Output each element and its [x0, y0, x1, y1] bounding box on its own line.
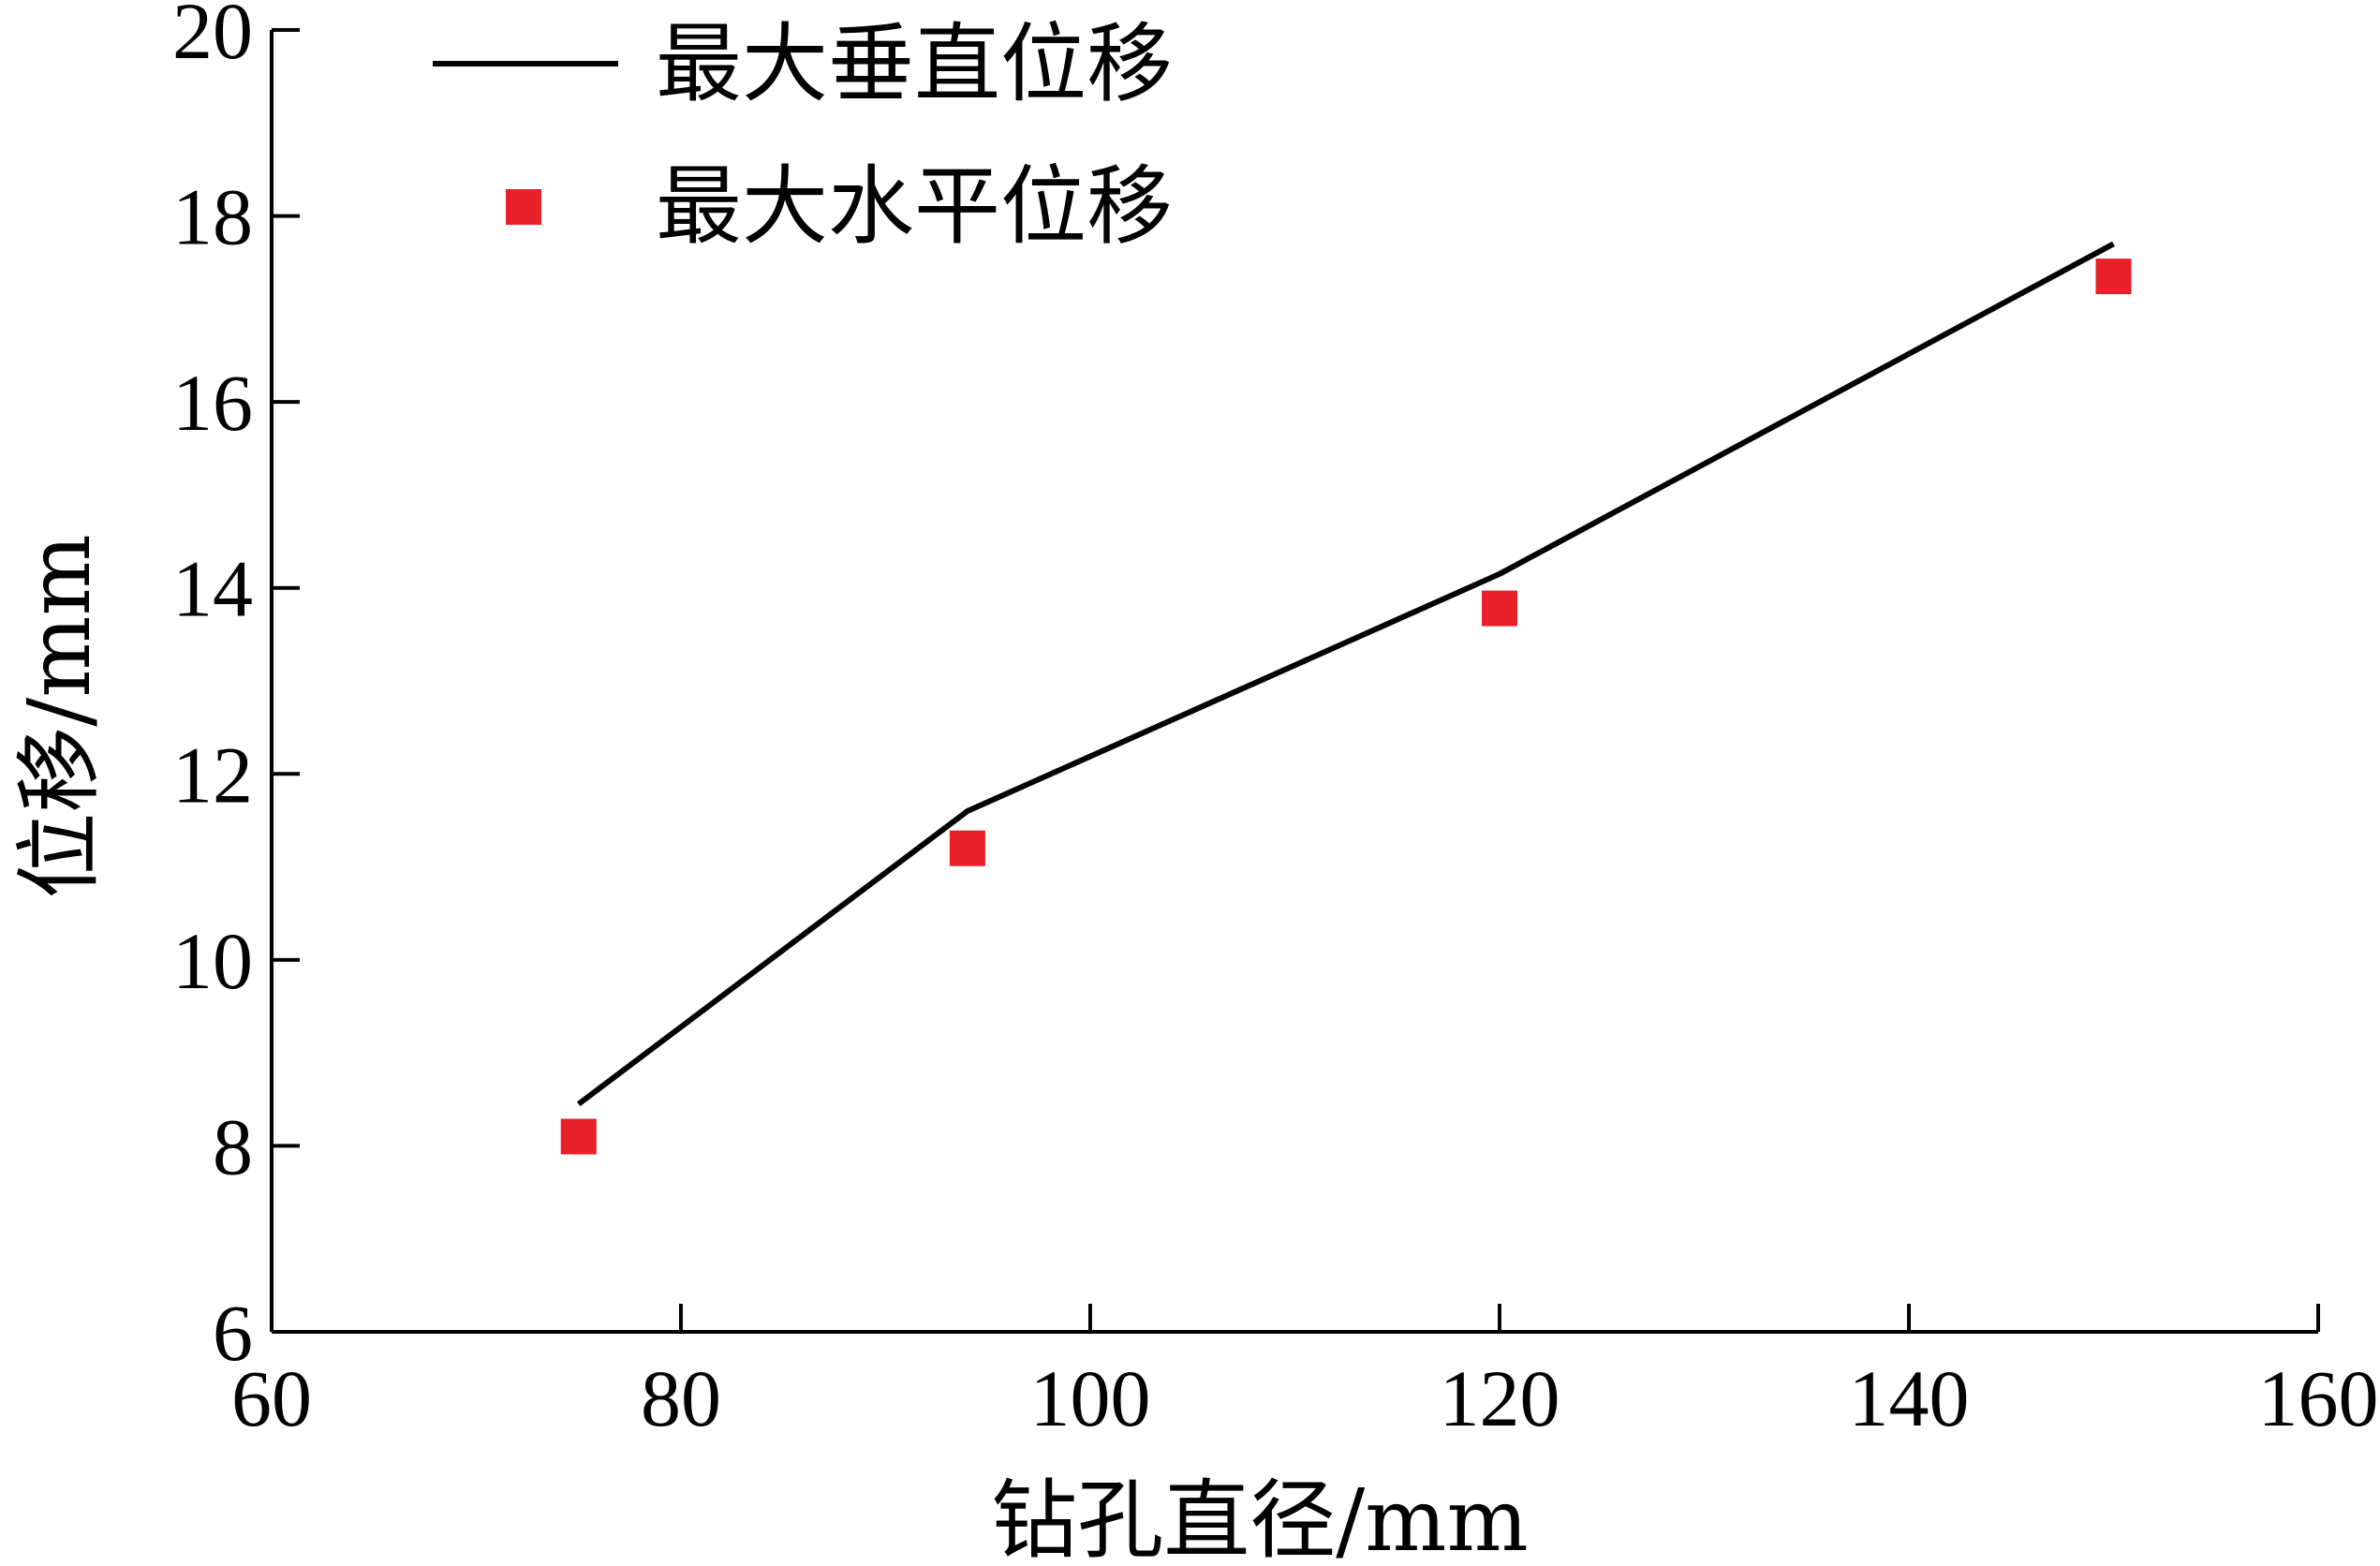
y-tick-label: 8 [213, 1101, 253, 1191]
scatter-point-horizontal-displacement [949, 830, 985, 866]
y-tick-label: 20 [172, 0, 253, 76]
y-axis-title: 位移/mm [9, 534, 110, 898]
x-tick-label: 60 [231, 1353, 312, 1443]
x-axis-ticks: 60 80 100 120 140 160 [231, 1304, 2379, 1443]
legend-label-horizontal: 最大水平位移 [656, 156, 1173, 257]
x-tick-label: 140 [1849, 1353, 1970, 1443]
legend-swatch-square [506, 189, 541, 225]
y-tick-label: 14 [172, 544, 253, 634]
y-axis-ticks: 6 8 10 12 14 16 18 20 [172, 0, 300, 1378]
scatter-point-horizontal-displacement [2095, 259, 2132, 295]
x-tick-label: 120 [1440, 1353, 1560, 1443]
x-axis-title: 钻孔直径/mm [991, 1470, 1528, 1566]
x-tick-label: 80 [641, 1353, 721, 1443]
x-tick-label: 160 [2258, 1353, 2379, 1443]
x-tick-label: 100 [1030, 1353, 1151, 1443]
scatter-point-horizontal-displacement [560, 1118, 597, 1155]
series-layer [560, 241, 2132, 1155]
y-tick-label: 6 [213, 1288, 253, 1378]
y-tick-label: 18 [172, 172, 253, 262]
scatter-point-horizontal-displacement [1482, 590, 1517, 627]
y-tick-label: 10 [172, 916, 253, 1006]
y-tick-label: 12 [172, 730, 253, 820]
plot-frame [270, 30, 2318, 1334]
legend-label-vertical: 最大垂直位移 [656, 14, 1173, 114]
y-tick-label: 16 [172, 358, 253, 448]
legend: 最大垂直位移 最大水平位移 [433, 14, 1173, 257]
series-line-vertical-displacement [576, 241, 2115, 1107]
